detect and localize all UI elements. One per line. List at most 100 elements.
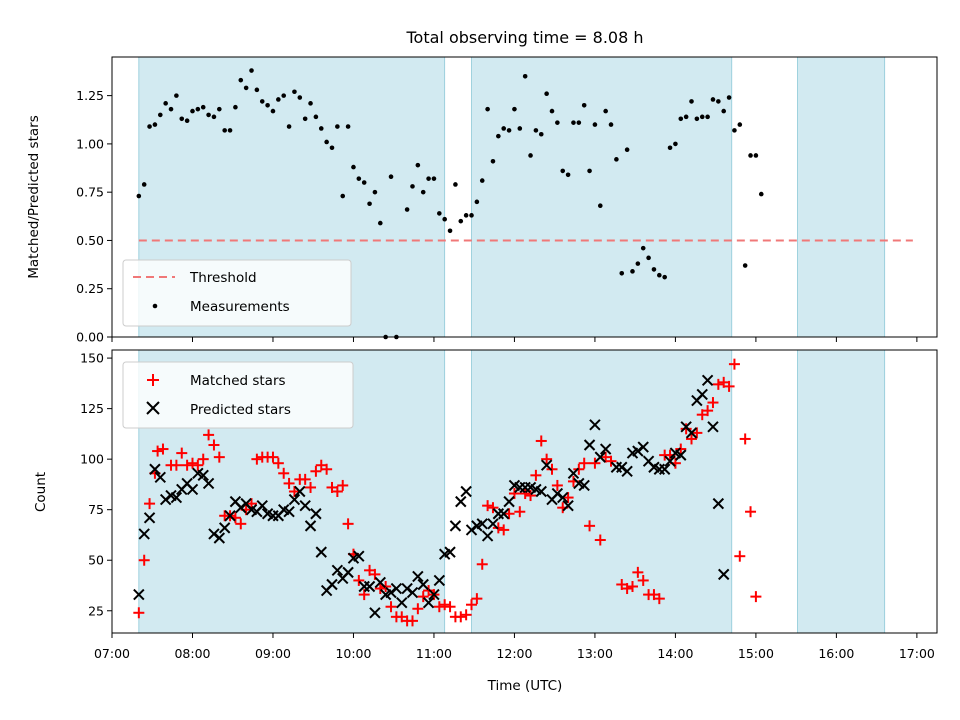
predicted-star-point (664, 455, 676, 467)
matched-star-point (439, 599, 451, 611)
matched-star-point (712, 378, 724, 390)
measurement-point (469, 213, 474, 218)
predicted-star-point (170, 491, 183, 504)
matched-star-point (589, 457, 601, 469)
matched-star-point (310, 465, 322, 477)
measurement-point (592, 122, 598, 127)
legend-predicted-label: Predicted stars (190, 402, 291, 418)
x-tick-label: 14:00 (657, 646, 693, 661)
measurement-point (286, 124, 292, 129)
measurement-point (447, 228, 453, 234)
bottom-legend: Matched stars Predicted stars (122, 361, 354, 429)
measurement-point (635, 261, 641, 266)
matched-star-point (626, 581, 638, 593)
matched-star-point (197, 453, 209, 465)
measurement-point (742, 263, 748, 268)
top-observing-windows (138, 56, 886, 338)
measurement-point (571, 120, 576, 125)
matched-star-point (272, 457, 284, 469)
measurement-point (404, 207, 410, 212)
measurement-point (458, 218, 464, 224)
matched-star-point (342, 518, 354, 530)
x-tick-label: 15:00 (738, 646, 774, 661)
matched-star-point (176, 447, 188, 459)
measurement-point (388, 174, 394, 180)
bottom-x-axis-label: Time (UTC) (487, 678, 563, 694)
predicted-star-point (396, 596, 408, 609)
observing-window (471, 56, 733, 338)
predicted-star-point (299, 499, 311, 512)
predicted-star-point (712, 497, 725, 510)
measurement-point (184, 118, 190, 124)
measurement-point (415, 162, 421, 168)
predicted-star-point (487, 518, 499, 530)
measurement-point (619, 270, 625, 276)
y-tick-label: 75 (88, 502, 104, 517)
measurement-point (640, 245, 646, 251)
matched-star-point (406, 615, 418, 627)
matched-star-point (476, 558, 488, 570)
measurement-point (238, 77, 244, 83)
matched-star-point (594, 534, 606, 546)
measurement-point (324, 139, 329, 145)
measurement-point (474, 199, 480, 205)
measurement-point (302, 116, 308, 122)
top-panel: 0.00 0.25 0.50 0.75 1.00 1.25 Matched/Predict… (26, 56, 938, 345)
measurement-points (136, 68, 764, 340)
top-legend-box (122, 259, 352, 327)
matched-star-point (288, 486, 300, 497)
measurement-point (705, 114, 710, 120)
measurement-point (345, 124, 351, 129)
bottom-x-ticks: 07:00 08:00 09:00 10:00 11:00 12:00 13:00 14:00… (94, 633, 935, 661)
measurement-point (281, 93, 287, 98)
measurement-point (630, 269, 635, 274)
matched-star-point (637, 574, 649, 586)
matched-star-point (331, 486, 343, 497)
predicted-star-point (369, 607, 381, 619)
measurement-point (689, 99, 694, 104)
predicted-star-point (149, 463, 161, 475)
x-tick-label: 08:00 (174, 646, 210, 661)
matched-star-point (514, 506, 526, 518)
predicted-star-point (718, 568, 730, 581)
measurement-point (217, 106, 222, 112)
measurement-point (490, 158, 496, 164)
measurement-point (340, 193, 346, 199)
predicted-star-point (567, 467, 580, 480)
measurement-point (270, 108, 276, 114)
observing-window (471, 349, 733, 634)
predicted-star-point (202, 477, 215, 490)
predicted-star-point (498, 508, 510, 520)
measurement-point (737, 122, 743, 127)
matched-star-point (621, 583, 633, 595)
measurement-point (678, 116, 684, 122)
predicted-star-point (326, 578, 338, 591)
measurement-point (367, 201, 372, 207)
measurement-point (442, 216, 447, 222)
predicted-star-point (197, 469, 209, 482)
measurement-point (732, 128, 737, 133)
measurement-point (694, 116, 700, 122)
bottom-panel: 25 50 75 100 125 150 07:00 08:00 09:00 10:00 11:0… (33, 349, 938, 694)
predicted-star-point (578, 479, 590, 492)
predicted-star-point (658, 463, 671, 475)
predicted-star-point (594, 451, 606, 463)
measurement-point (758, 191, 764, 197)
measurement-point (318, 126, 324, 131)
top-chart-title: Total observing time = 8.08 h (405, 28, 643, 47)
matched-star-point (299, 473, 311, 485)
matched-star-point (192, 459, 204, 471)
measurement-point (141, 182, 147, 187)
matched-star-point (278, 467, 290, 479)
matched-star-point (632, 566, 644, 578)
predicted-star-point (310, 508, 322, 520)
y-tick-label: 1.00 (76, 136, 104, 151)
measurement-point (200, 104, 206, 110)
y-tick-label: 25 (88, 603, 104, 618)
matched-star-point (734, 550, 746, 562)
measurement-point (179, 116, 185, 122)
matched-star-point (186, 457, 198, 469)
predicted-star-point (637, 441, 649, 453)
matched-star-point (551, 479, 563, 491)
measurement-point (597, 203, 603, 208)
